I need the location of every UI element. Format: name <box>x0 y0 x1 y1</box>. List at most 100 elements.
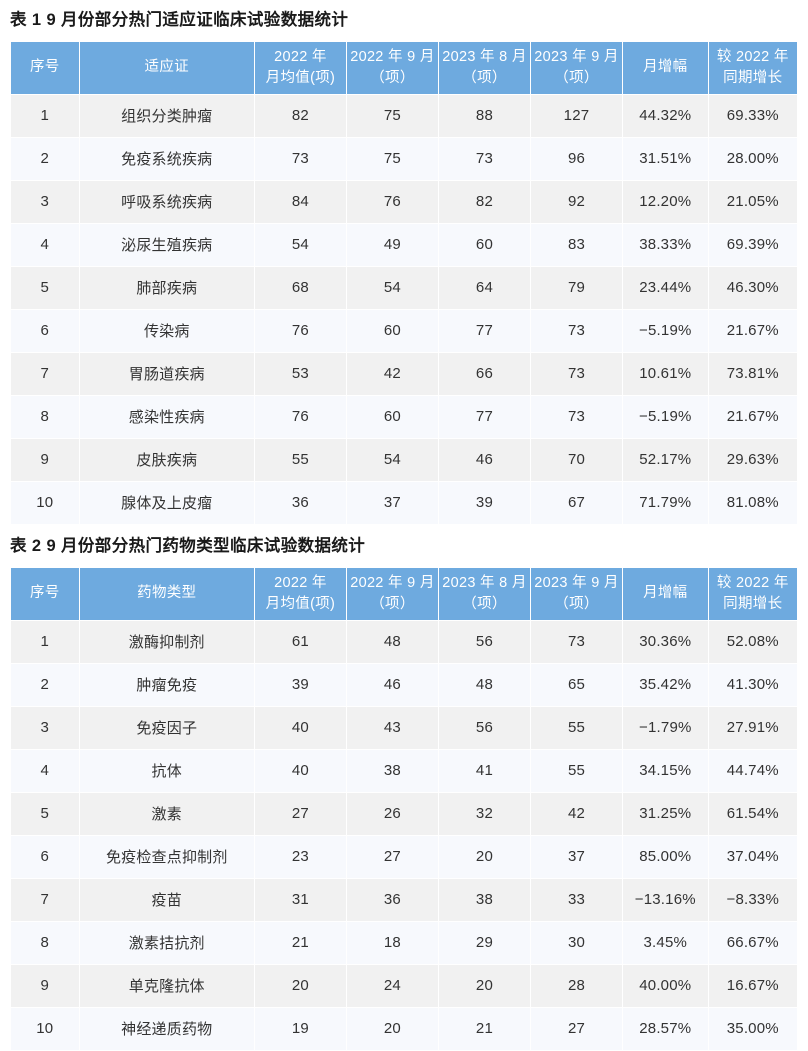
cell-mom: −5.19% <box>623 309 708 352</box>
cell-avg-2022: 54 <box>254 223 346 266</box>
table-2-body: 1 激酶抑制剂 61 48 56 73 30.36% 52.08% 2 肿瘤免疫… <box>11 620 797 1050</box>
table-row: 7 胃肠道疾病 53 42 66 73 10.61% 73.81% <box>11 352 797 395</box>
cell-avg-2022: 61 <box>254 620 346 663</box>
cell-mom: 52.17% <box>623 438 708 481</box>
cell-sep-2023: 73 <box>530 395 623 438</box>
table-row: 6 传染病 76 60 77 73 −5.19% 21.67% <box>11 309 797 352</box>
cell-mom: 85.00% <box>623 835 708 878</box>
table-2-header: 序号 药物类型 2022 年 月均值(项) 2022 年 9 月 （项） 202 <box>11 567 797 620</box>
table-2: 序号 药物类型 2022 年 月均值(项) 2022 年 9 月 （项） 20 2 <box>10 566 798 1051</box>
cell-avg-2022: 39 <box>254 663 346 706</box>
table-row: 4 抗体 40 38 41 55 34.15% 44.74% <box>11 749 797 792</box>
cell-aug-2023: 46 <box>438 438 530 481</box>
cell-name: 激酶抑制剂 <box>79 620 254 663</box>
cell-name: 神经递质药物 <box>79 1007 254 1050</box>
cell-aug-2023: 77 <box>438 395 530 438</box>
cell-yoy: 37.04% <box>708 835 797 878</box>
cell-avg-2022: 21 <box>254 921 346 964</box>
cell-mom: 38.33% <box>623 223 708 266</box>
cell-sep-2023: 73 <box>530 309 623 352</box>
column-header-mom-growth: 月增幅 <box>623 41 708 94</box>
cell-index: 7 <box>11 878 79 921</box>
cell-sep-2023: 55 <box>530 706 623 749</box>
cell-sep-2023: 73 <box>530 352 623 395</box>
cell-mom: 30.36% <box>623 620 708 663</box>
cell-index: 3 <box>11 706 79 749</box>
header-line-1: 2022 年 <box>274 574 327 591</box>
cell-yoy: 81.08% <box>708 481 797 524</box>
column-header-aug-2023: 2023 年 8 月 （项） <box>438 567 530 620</box>
header-line-2: 月均值(项) <box>265 595 336 612</box>
cell-avg-2022: 31 <box>254 878 346 921</box>
cell-avg-2022: 68 <box>254 266 346 309</box>
cell-aug-2023: 56 <box>438 706 530 749</box>
header-line-2: （项） <box>370 595 415 612</box>
cell-yoy: 61.54% <box>708 792 797 835</box>
column-header-yoy-growth: 较 2022 年 同期增长 <box>708 41 797 94</box>
cell-yoy: 44.74% <box>708 749 797 792</box>
cell-aug-2023: 82 <box>438 180 530 223</box>
cell-yoy: 69.33% <box>708 94 797 137</box>
cell-yoy: 29.63% <box>708 438 797 481</box>
cell-name: 肺部疾病 <box>79 266 254 309</box>
cell-sep-2023: 96 <box>530 137 623 180</box>
cell-mom: 31.51% <box>623 137 708 180</box>
cell-index: 10 <box>11 1007 79 1050</box>
cell-sep-2023: 30 <box>530 921 623 964</box>
cell-sep-2023: 42 <box>530 792 623 835</box>
cell-mom: −13.16% <box>623 878 708 921</box>
table-row: 7 疫苗 31 36 38 33 −13.16% −8.33% <box>11 878 797 921</box>
cell-sep-2023: 33 <box>530 878 623 921</box>
header-line-2: 同期增长 <box>723 69 783 86</box>
cell-sep-2022: 48 <box>346 620 438 663</box>
table-row: 8 激素拮抗剂 21 18 29 30 3.45% 66.67% <box>11 921 797 964</box>
cell-yoy: 69.39% <box>708 223 797 266</box>
header-line-1: 2022 年 9 月 <box>350 574 435 591</box>
cell-mom: 40.00% <box>623 964 708 1007</box>
cell-aug-2023: 20 <box>438 835 530 878</box>
cell-sep-2022: 54 <box>346 266 438 309</box>
cell-sep-2022: 37 <box>346 481 438 524</box>
cell-yoy: 52.08% <box>708 620 797 663</box>
cell-yoy: 66.67% <box>708 921 797 964</box>
cell-name: 腺体及上皮瘤 <box>79 481 254 524</box>
cell-index: 1 <box>11 94 79 137</box>
cell-sep-2023: 83 <box>530 223 623 266</box>
header-line-1: 2022 年 <box>274 48 327 65</box>
cell-sep-2022: 36 <box>346 878 438 921</box>
table-row: 4 泌尿生殖疾病 54 49 60 83 38.33% 69.39% <box>11 223 797 266</box>
cell-avg-2022: 55 <box>254 438 346 481</box>
table-row: 8 感染性疾病 76 60 77 73 −5.19% 21.67% <box>11 395 797 438</box>
table-1-caption: 表 1 9 月份部分热门适应证临床试验数据统计 <box>10 11 349 29</box>
header-line-1: 2023 年 8 月 <box>442 48 527 65</box>
header-line-1: 2023 年 9 月 <box>534 574 619 591</box>
column-header-avg-2022: 2022 年 月均值(项) <box>254 41 346 94</box>
cell-name: 传染病 <box>79 309 254 352</box>
cell-mom: −1.79% <box>623 706 708 749</box>
header-line-1: 2023 年 8 月 <box>442 574 527 591</box>
cell-sep-2023: 70 <box>530 438 623 481</box>
header-line-1: 序号 <box>30 59 60 76</box>
column-header-mom-growth: 月增幅 <box>623 567 708 620</box>
table-block-1: 表 1 9 月份部分热门适应证临床试验数据统计 序号 适应证 2022 年 月均… <box>10 0 798 525</box>
cell-index: 6 <box>11 835 79 878</box>
header-line-2: 同期增长 <box>723 595 783 612</box>
cell-avg-2022: 20 <box>254 964 346 1007</box>
table-row: 3 呼吸系统疾病 84 76 82 92 12.20% 21.05% <box>11 180 797 223</box>
cell-name: 肿瘤免疫 <box>79 663 254 706</box>
cell-index: 1 <box>11 620 79 663</box>
table-row: 2 免疫系统疾病 73 75 73 96 31.51% 28.00% <box>11 137 797 180</box>
cell-index: 3 <box>11 180 79 223</box>
cell-sep-2022: 26 <box>346 792 438 835</box>
cell-index: 2 <box>11 137 79 180</box>
cell-sep-2023: 73 <box>530 620 623 663</box>
cell-avg-2022: 76 <box>254 395 346 438</box>
cell-sep-2022: 38 <box>346 749 438 792</box>
cell-aug-2023: 64 <box>438 266 530 309</box>
cell-index: 4 <box>11 749 79 792</box>
cell-yoy: 28.00% <box>708 137 797 180</box>
cell-yoy: 16.67% <box>708 964 797 1007</box>
table-row: 6 免疫检查点抑制剂 23 27 20 37 85.00% 37.04% <box>11 835 797 878</box>
cell-name: 免疫因子 <box>79 706 254 749</box>
cell-sep-2023: 55 <box>530 749 623 792</box>
